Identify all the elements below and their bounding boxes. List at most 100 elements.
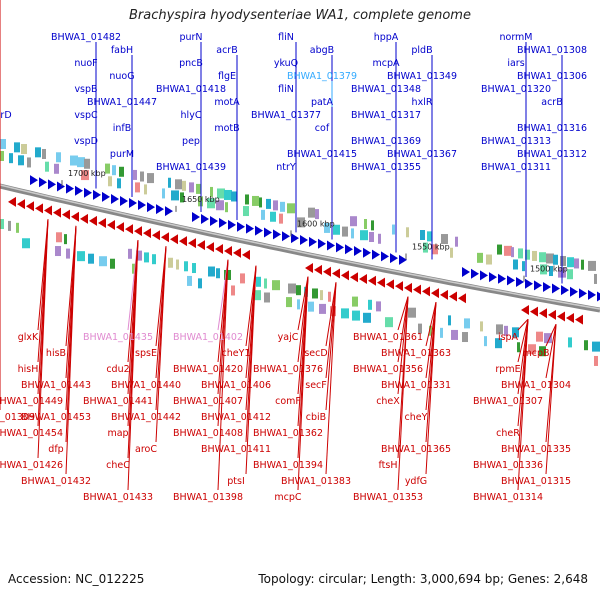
gene-label: BHWA1_01447	[87, 97, 157, 108]
feature-block	[270, 211, 276, 222]
forward-gene-arrow	[570, 286, 578, 297]
feature-block	[128, 248, 132, 259]
gene-label: BHWA1_01308	[517, 45, 587, 56]
feature-block	[16, 222, 19, 233]
feature-block	[168, 257, 173, 268]
label-connector	[37, 219, 49, 459]
gene-label: secD	[304, 348, 327, 359]
reverse-gene-arrow	[566, 313, 574, 324]
forward-gene-arrow	[75, 185, 83, 196]
feature-block	[378, 233, 381, 244]
feature-block	[423, 242, 428, 253]
label-connector	[297, 276, 309, 331]
feature-block	[308, 301, 314, 312]
forward-gene-arrow	[309, 236, 317, 247]
gene-label: iars	[507, 58, 524, 69]
feature-block	[544, 333, 552, 344]
gene-label: BHWA1_01349	[387, 71, 457, 82]
feature-block	[581, 259, 584, 270]
feature-block	[296, 285, 301, 296]
gene-labels-layer: BHWA1_01482 fabH nuoF nuoG vspB BHWA1_01447vs…	[0, 32, 587, 503]
gene-label: cheY1	[222, 348, 251, 359]
forward-gene-arrow	[48, 179, 56, 190]
gene-label: infB	[113, 123, 132, 134]
feature-block	[567, 257, 574, 268]
reverse-gene-arrow	[575, 314, 583, 325]
genome-backbone	[0, 183, 600, 313]
feature-block	[549, 266, 553, 277]
gene-label: BHWA1_01411	[201, 444, 271, 455]
feature-block	[320, 290, 323, 301]
label-connector	[325, 282, 337, 411]
forward-gene-arrow	[111, 193, 119, 204]
feature-block	[266, 198, 271, 209]
feature-block	[432, 244, 438, 255]
gene-label: pncB	[179, 58, 203, 69]
forward-gene-arrow	[264, 227, 272, 238]
reverse-gene-arrow	[359, 273, 367, 284]
reverse-gene-arrow	[521, 304, 529, 315]
gene-label: motA	[214, 97, 240, 108]
feature-block	[486, 254, 492, 265]
reverse-gene-arrow	[242, 249, 250, 260]
gene-label: ydfG	[405, 476, 427, 487]
gene-label: BHWA1_01316	[517, 123, 587, 134]
feature-block	[192, 263, 196, 274]
feature-block	[518, 248, 523, 259]
feature-block	[144, 184, 147, 195]
forward-gene-arrow	[363, 247, 371, 258]
reverse-gene-arrow	[332, 268, 340, 279]
feature-block	[536, 331, 543, 342]
forward-gene-arrow	[561, 285, 569, 296]
feature-block	[352, 296, 358, 307]
label-connector	[245, 265, 257, 443]
gene-label: nuoF	[74, 58, 97, 69]
gene-label: BHWA1_01454	[0, 428, 63, 439]
forward-gene-arrow	[219, 217, 227, 228]
feature-block	[368, 299, 372, 310]
forward-gene-arrow	[156, 204, 164, 215]
feature-block	[328, 291, 331, 302]
feature-block	[513, 259, 518, 270]
gene-label: acrB	[216, 45, 237, 56]
gene-label: cbiB	[306, 412, 326, 423]
gene-label: BHWA1_01441	[83, 396, 153, 407]
gene-label: BHWA1_01415	[287, 149, 357, 160]
feature-block	[45, 161, 49, 172]
feature-block	[81, 170, 89, 181]
label-connector	[325, 282, 337, 475]
reverse-gene-arrow	[233, 247, 241, 258]
gene-label: BHWA1_01449	[0, 396, 63, 407]
forward-gene-arrow	[480, 270, 488, 281]
label-connector	[397, 296, 409, 363]
feature-block	[243, 206, 249, 217]
gene-label: map	[107, 428, 128, 439]
gene-label: BHWA1_01376	[253, 364, 323, 375]
label-connector	[217, 259, 229, 427]
forward-gene-arrow	[273, 229, 281, 240]
gene-label: vspB	[74, 84, 97, 95]
label-connector	[517, 318, 529, 331]
scale-label: 1650 kbp	[182, 195, 220, 204]
forward-gene-arrow	[471, 268, 479, 279]
feature-block	[140, 171, 144, 182]
reverse-gene-arrow	[17, 199, 25, 210]
forward-gene-arrow	[525, 278, 533, 289]
feature-block	[462, 332, 468, 343]
feature-block	[240, 273, 245, 284]
scale-label: 1550 kbp	[412, 242, 450, 251]
feature-block	[594, 355, 598, 366]
feature-block	[464, 318, 470, 329]
feature-block	[584, 340, 588, 351]
gene-label: BHWA1_01442	[111, 412, 181, 423]
feature-block	[70, 155, 78, 166]
feature-block	[429, 325, 432, 336]
label-connector	[517, 319, 529, 363]
gene-label: BHWA1_01353	[353, 492, 423, 503]
gene-label: BHWA1_01348	[351, 84, 421, 95]
feature-block	[517, 342, 520, 353]
forward-gene-arrow	[102, 191, 110, 202]
feature-block	[133, 169, 137, 180]
feature-block	[253, 290, 261, 301]
